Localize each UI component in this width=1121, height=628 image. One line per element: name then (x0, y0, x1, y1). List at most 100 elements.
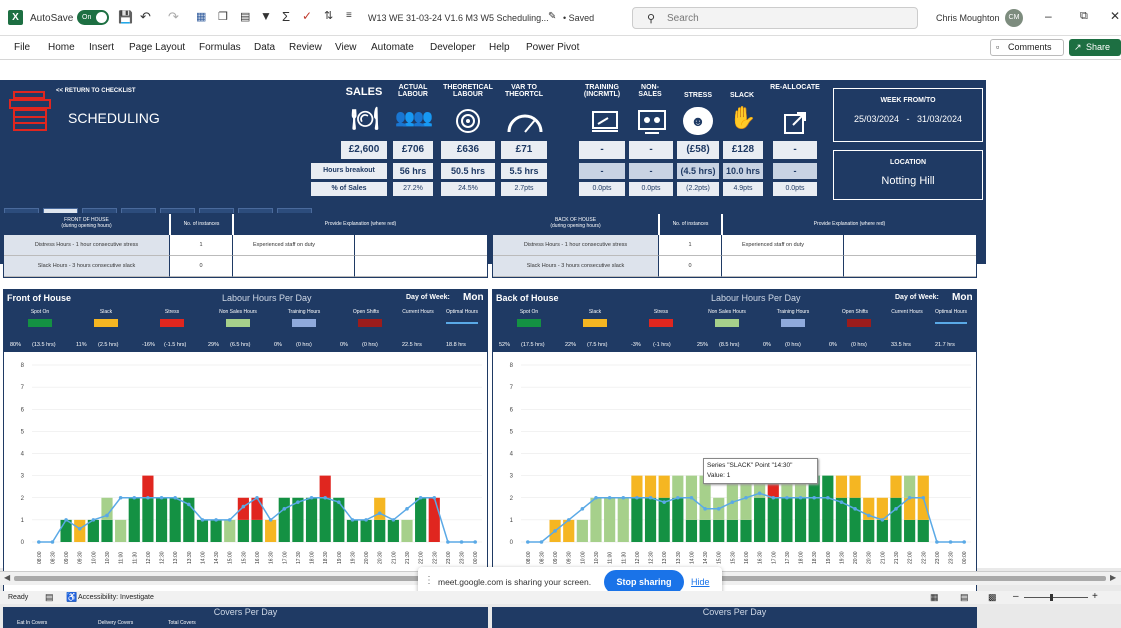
tab-formulas[interactable]: Formulas (199, 42, 241, 53)
boh-bar-spot-on[interactable] (808, 475, 820, 542)
boh-bar-non-sales-hours[interactable] (590, 497, 602, 542)
tab-automate[interactable]: Automate (371, 42, 414, 53)
foh-bar-stress[interactable] (251, 497, 263, 520)
boh-optimal-point[interactable] (921, 495, 926, 500)
boh-chart[interactable]: 0 1 2 3 4 5 6 7 8 08:00 08:30 09:00 09:30 10:00 10:30 1… (493, 353, 976, 596)
boh-bar-non-sales-hours[interactable] (794, 475, 807, 498)
close-icon[interactable]: ✕ (1110, 9, 1121, 23)
boh-optimal-point[interactable] (566, 518, 571, 522)
foh-optimal-point[interactable] (459, 540, 464, 544)
sort-icon[interactable]: ⇅ (324, 10, 334, 22)
foh-bar-spot-on[interactable] (183, 497, 195, 542)
autosave-toggle[interactable]: On (77, 10, 109, 25)
boh-bar-spot-on[interactable] (904, 519, 916, 542)
brush-icon[interactable]: ✓ (302, 9, 313, 23)
foh-optimal-point[interactable] (77, 526, 82, 531)
tab-insert[interactable]: Insert (89, 42, 115, 53)
foh-optimal-point[interactable] (391, 518, 396, 522)
filter-icon[interactable]: ▼ (260, 9, 272, 23)
boh-optimal-point[interactable] (580, 507, 585, 511)
boh-bar-non-sales-hours[interactable] (617, 497, 629, 542)
boh-optimal-point[interactable] (907, 495, 912, 500)
boh-optimal-point[interactable] (594, 495, 598, 500)
boh-optimal-point[interactable] (553, 529, 557, 533)
boh-bar-slack[interactable] (849, 475, 861, 498)
tab-help[interactable]: Help (489, 42, 510, 53)
grid-icon[interactable]: ▦ (196, 11, 207, 23)
boh-bar-non-sales-hours[interactable] (781, 475, 793, 498)
foh-bar-spot-on[interactable] (319, 497, 331, 542)
tab-file[interactable]: File (14, 42, 31, 53)
foh-bar-stress[interactable] (428, 497, 440, 542)
boh-bar-spot-on[interactable] (835, 497, 848, 542)
foh-bar-stress[interactable] (319, 475, 331, 498)
foh-optimal-point[interactable] (173, 495, 177, 500)
foh-bar-spot-on[interactable] (333, 497, 345, 542)
foh-bar-spot-on[interactable] (415, 497, 427, 542)
tab-developer[interactable]: Developer (430, 42, 476, 53)
boh-bar-slack[interactable] (890, 475, 902, 498)
macro-icon[interactable]: ▤ (45, 592, 54, 602)
boh-optimal-point[interactable] (948, 540, 953, 544)
boh-bar-spot-on[interactable] (781, 497, 793, 542)
search-box[interactable]: ⚲ Search (632, 7, 918, 29)
boh-optimal-point[interactable] (676, 495, 680, 500)
tab-view[interactable]: View (335, 42, 357, 53)
boh-bar-spot-on[interactable] (699, 519, 711, 542)
boh-distress-explanation[interactable]: Experienced staff on duty (722, 235, 844, 256)
boh-optimal-point[interactable] (785, 495, 789, 500)
boh-bar-spot-on[interactable] (685, 519, 698, 542)
foh-bar-spot-on[interactable] (101, 519, 113, 542)
foh-bar-spot-on[interactable] (346, 519, 359, 542)
tab-power-pivot[interactable]: Power Pivot (526, 42, 580, 53)
boh-bar-non-sales-hours[interactable] (576, 519, 588, 542)
foh-bar-non-sales-hours[interactable] (224, 519, 236, 542)
restore-icon[interactable]: ⧉ (1080, 10, 1088, 22)
boh-bar-spot-on[interactable] (822, 475, 834, 542)
foh-optimal-point[interactable] (159, 495, 164, 500)
boh-bar-spot-on[interactable] (726, 519, 738, 542)
foh-optimal-point[interactable] (446, 540, 450, 544)
foh-bar-spot-on[interactable] (60, 519, 72, 542)
scroll-right-icon[interactable]: ▶ (1110, 573, 1117, 582)
foh-bar-spot-on[interactable] (169, 497, 181, 542)
comments-button[interactable]: ▫ Comments (990, 39, 1064, 56)
boh-optimal-point[interactable] (812, 495, 816, 500)
foh-optimal-point[interactable] (268, 518, 273, 522)
boh-bar-spot-on[interactable] (890, 497, 902, 542)
boh-optimal-point[interactable] (689, 495, 694, 500)
foh-bar-spot-on[interactable] (360, 519, 372, 542)
stop-sharing-button[interactable]: Stop sharing (604, 570, 684, 594)
boh-optimal-point[interactable] (853, 507, 857, 511)
boh-slack-explanation[interactable] (722, 256, 844, 277)
foh-bar-spot-on[interactable] (292, 497, 304, 542)
paste-icon[interactable]: ▤ (240, 11, 251, 23)
boh-bar-spot-on[interactable] (658, 497, 670, 542)
boh-optimal-point[interactable] (866, 513, 871, 518)
foh-bar-spot-on[interactable] (128, 497, 140, 542)
boh-bar-slack[interactable] (644, 475, 657, 498)
foh-optimal-point[interactable] (364, 518, 368, 522)
foh-optimal-point[interactable] (432, 495, 437, 500)
foh-bar-spot-on[interactable] (210, 519, 222, 542)
boh-bar-spot-on[interactable] (644, 497, 657, 542)
page-break-icon[interactable]: ▩ (988, 592, 997, 602)
boh-slack-extra[interactable] (844, 256, 976, 277)
foh-optimal-point[interactable] (418, 495, 423, 500)
foh-slack-explanation[interactable] (233, 256, 355, 277)
hide-link[interactable]: Hide (691, 577, 710, 587)
zoom-out-icon[interactable]: – (1013, 591, 1019, 602)
avatar[interactable]: CM (1005, 9, 1023, 27)
foh-optimal-point[interactable] (50, 540, 55, 544)
worksheet[interactable]: << RETURN TO CHECKLIST SCHEDULING SALES … (0, 60, 1121, 628)
foh-bar-spot-on[interactable] (251, 519, 263, 542)
foh-slack-extra[interactable] (355, 256, 487, 277)
boh-bar-non-sales-hours[interactable] (672, 475, 684, 498)
boh-bar-non-sales-hours[interactable] (904, 475, 916, 498)
foh-bar-spot-on[interactable] (237, 519, 249, 542)
foh-optimal-point[interactable] (200, 518, 205, 522)
foh-optimal-point[interactable] (337, 500, 341, 504)
boh-optimal-point[interactable] (744, 495, 748, 500)
boh-optimal-point[interactable] (607, 495, 612, 500)
scroll-left-icon[interactable]: ◀ (4, 573, 11, 582)
